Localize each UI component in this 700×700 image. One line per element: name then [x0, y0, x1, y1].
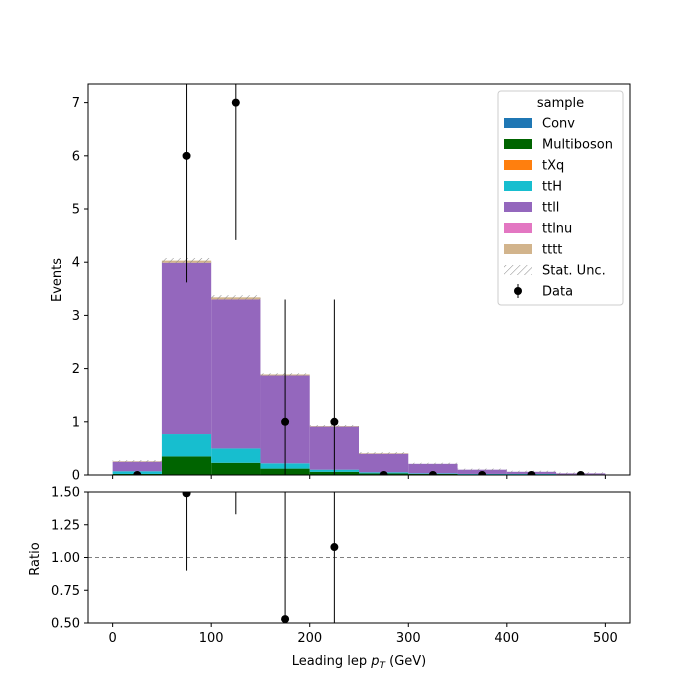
legend-label-data: Data: [542, 285, 573, 300]
legend-swatch-ttlnu: [504, 223, 532, 233]
ratio-y-tick-label: 0.75: [51, 584, 80, 599]
ratio-x-tick-label: 300: [396, 631, 421, 646]
stat-unc-band-bin-2: [211, 295, 261, 300]
stat-unc-band-bin-0: [112, 460, 162, 463]
ratio-plot-frame: [87, 491, 631, 624]
legend-label-txq: tXq: [542, 159, 564, 174]
data-point-bin-5: [379, 471, 388, 475]
legend-label-stat-unc: Stat. Unc.: [542, 264, 606, 279]
ratio-point-2: [281, 615, 290, 623]
data-point-bin-1: [182, 151, 191, 160]
main-y-tick-label: 2: [72, 362, 80, 377]
data-point-bin-6: [428, 471, 437, 475]
data-point-bin-7: [478, 471, 487, 475]
data-point-bin-2: [231, 98, 240, 107]
main-y-tick-label: 0: [72, 469, 80, 484]
main-histogram-panel: 0 1 2 3 4 5 6 7 Events: [50, 83, 631, 484]
data-point-bin-0: [133, 471, 142, 475]
legend-swatch-conv: [504, 118, 532, 128]
ratio-x-axis-label: Leading lep pT (GeV): [292, 654, 426, 671]
main-y-tick-label: 5: [72, 203, 80, 218]
legend-swatch-multiboson: [504, 139, 532, 149]
legend-swatch-tth: [504, 181, 532, 191]
ratio-y-axis-label: Ratio: [28, 542, 43, 575]
bar-tth-bin-2: [211, 448, 261, 463]
x-axis-label-unit: (GeV): [385, 654, 426, 669]
data-point-bin-9: [576, 471, 585, 475]
bar-multiboson-bin-2: [211, 462, 261, 475]
bar-multiboson-bin-1: [161, 456, 212, 475]
ratio-y-tick-label: 1.00: [51, 551, 80, 566]
x-axis-label-main: Leading lep: [292, 654, 371, 669]
stat-unc-band-bin-5: [359, 452, 409, 455]
main-y-tick-label: 6: [72, 149, 80, 164]
x-axis-label-subscript: T: [379, 661, 386, 671]
legend-label-ttll: ttll: [542, 201, 559, 216]
legend: sample Conv Multiboson tXq ttH ttll ttlnu tttt S…: [497, 90, 624, 306]
legend-swatch-tttt: [504, 244, 532, 254]
ratio-x-tick-label: 200: [297, 631, 322, 646]
ratio-x-tick-label: 500: [593, 631, 618, 646]
main-plot-frame: [87, 83, 631, 476]
ratio-y-tick-label: 1.25: [51, 518, 80, 533]
main-y-tick-label: 3: [72, 309, 80, 324]
main-y-tick-label: 1: [72, 415, 80, 430]
main-y-tick-label: 4: [72, 256, 80, 271]
ratio-point-3: [330, 543, 339, 552]
legend-swatch-txq: [504, 160, 532, 170]
legend-title: sample: [537, 96, 584, 111]
bar-ttll-bin-1: [161, 262, 212, 435]
bar-ttll-bin-6: [408, 463, 458, 474]
main-y-axis-label: Events: [50, 258, 65, 302]
bar-ttll-bin-5: [359, 453, 409, 473]
data-point-bin-8: [527, 471, 536, 475]
ratio-y-tick-label: 0.50: [51, 617, 80, 632]
legend-swatch-ttll: [504, 202, 532, 212]
legend-label-multiboson: Multiboson: [542, 138, 613, 153]
stat-unc-band-bin-6: [408, 462, 458, 465]
ratio-point-0: [182, 492, 191, 498]
legend-label-conv: Conv: [542, 117, 575, 132]
stat-unc-band-bin-7: [457, 468, 507, 471]
legend-label-tth: ttH: [542, 180, 562, 195]
legend-label-ttlnu: ttlnu: [542, 222, 572, 237]
bar-tth-bin-1: [161, 434, 212, 457]
x-axis-label-symbol: p: [370, 654, 379, 669]
ratio-x-tick-label: 100: [199, 631, 224, 646]
legend-swatch-stat-unc: [504, 265, 532, 275]
bar-ttll-bin-0: [112, 461, 162, 472]
ratio-x-tick-label: 0: [108, 631, 116, 646]
legend-label-tttt: tttt: [542, 243, 562, 258]
ratio-panel: 0.50 0.75 1.00 1.25 1.50 0 100 200 300 400 500 Ra…: [28, 486, 631, 671]
ratio-x-tick-label: 400: [494, 631, 519, 646]
data-point-bin-3: [281, 417, 290, 426]
legend-data-marker: [514, 287, 522, 295]
data-point-bin-4: [330, 417, 339, 426]
main-y-tick-label: 7: [72, 96, 80, 111]
bar-ttll-bin-2: [211, 299, 261, 449]
ratio-y-tick-label: 1.50: [51, 486, 80, 501]
